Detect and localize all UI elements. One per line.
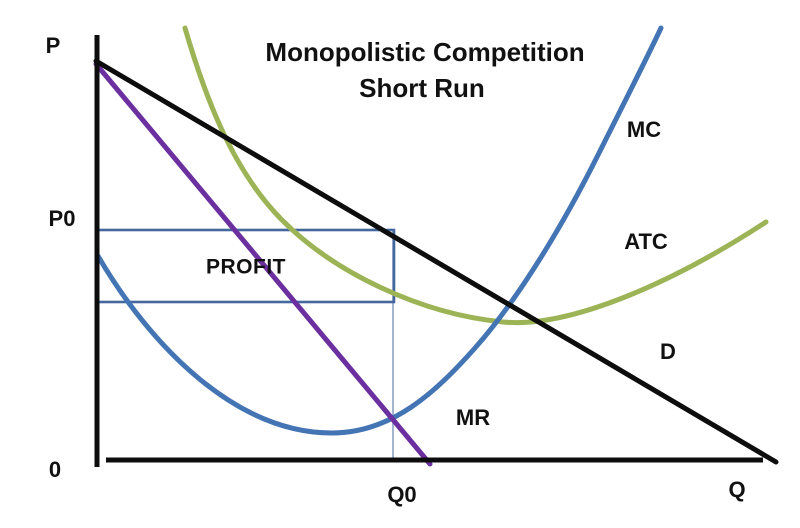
mr-line	[93, 61, 433, 467]
chart-title-line1: Monopolistic Competition	[265, 37, 585, 67]
price-level-label-p0: P0	[48, 206, 76, 231]
demand-curve-label: D	[660, 339, 676, 364]
origin-label: 0	[48, 457, 62, 482]
mc-curve	[95, 25, 664, 436]
x-axis-label-q: Q	[728, 477, 746, 502]
atc-curve-label: ATC	[624, 229, 668, 254]
chart-title-line2: Short Run	[359, 73, 485, 103]
quantity-level-label-q0: Q0	[387, 482, 417, 507]
profit-area-label: PROFIT	[206, 255, 286, 279]
demand-line	[93, 58, 779, 465]
mc-curve-label: MC	[626, 117, 662, 142]
y-axis-label-p: P	[45, 33, 61, 58]
mr-curve-label: MR	[455, 405, 491, 430]
